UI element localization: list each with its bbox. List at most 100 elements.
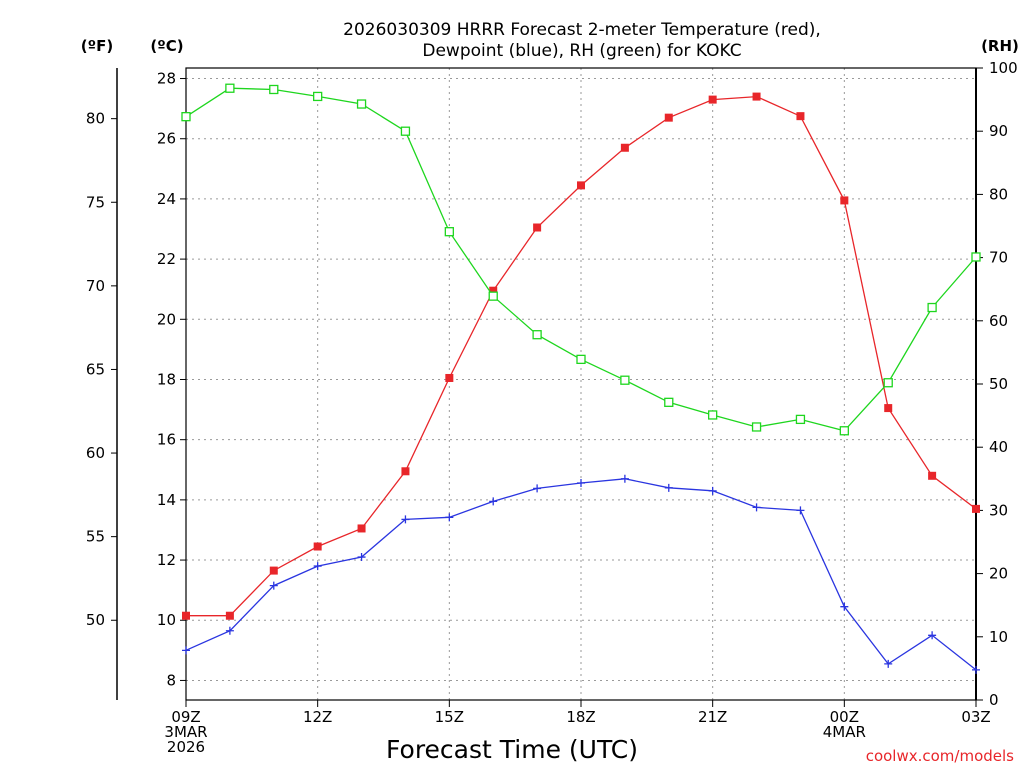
- rh-point: [883, 378, 893, 388]
- rh-tick-label: 70: [989, 249, 1008, 267]
- 2-meter-temperature-point: [313, 542, 322, 551]
- 2-meter-temperature-point: [357, 524, 366, 533]
- rh-point: [971, 252, 981, 262]
- dewpoint-point: [796, 506, 805, 515]
- x-tick-label: 12Z: [303, 708, 332, 726]
- 2-meter-temperature-point: [445, 373, 454, 382]
- rh-point: [839, 426, 849, 436]
- rh-tick-label: 10: [989, 628, 1008, 646]
- 2-meter-temperature-point: [269, 566, 278, 575]
- plot-gridlines: [186, 68, 976, 700]
- x-tick-label: 3MAR: [164, 723, 207, 741]
- rh-point: [400, 126, 411, 136]
- rh-point: [181, 112, 191, 122]
- rh-point: [269, 84, 279, 95]
- dewpoint-point: [577, 479, 585, 488]
- rh-point: [927, 302, 937, 313]
- rh-tick-label: 30: [989, 501, 1008, 519]
- dewpoint-point: [445, 513, 454, 522]
- dewpoint-point: [928, 631, 937, 640]
- celsius-tick-label: 8: [166, 671, 176, 689]
- 2-meter-temperature-point: [401, 467, 410, 476]
- rh-tick-label: 40: [989, 438, 1008, 456]
- x-tick-label: 18Z: [566, 708, 595, 726]
- fahrenheit-tick-label: 55: [86, 528, 105, 546]
- x-tick-label: 00Z: [830, 708, 859, 726]
- chart-title-line-1: 2026030309 HRRR Forecast 2-meter Tempera…: [343, 20, 821, 40]
- data-series: [181, 83, 981, 674]
- dewpoint-point: [620, 474, 629, 483]
- dewpoint-point: [533, 484, 542, 493]
- rh-point: [576, 354, 586, 365]
- 2-meter-temperature-point: [972, 504, 980, 513]
- celsius-tick-label: 24: [157, 190, 176, 208]
- rh-point: [444, 227, 454, 237]
- 2-meter-temperature-point: [928, 471, 937, 480]
- rh-unit-label: (RH): [981, 37, 1019, 55]
- chart-title-line-2: Dewpoint (blue), RH (green) for KOKC: [422, 41, 741, 61]
- rh-tick-label: 100: [989, 59, 1018, 77]
- dewpoint-point: [401, 515, 410, 524]
- rh-point: [751, 422, 762, 432]
- dewpoint-point: [708, 486, 717, 495]
- axis-ticks-and-labels: 8 10 12 14 16 18 20 22 24 26 28 50 55 60 65 70 75 80 0 10 20…: [86, 59, 1018, 756]
- 2-meter-temperature-point: [708, 95, 717, 104]
- fahrenheit-tick-label: 75: [86, 193, 105, 211]
- 2-meter-temperature-point: [884, 404, 893, 413]
- rh-point: [356, 99, 367, 109]
- x-tick-label: 4MAR: [823, 723, 866, 741]
- dewpoint-point: [489, 497, 498, 506]
- fahrenheit-tick-label: 60: [86, 444, 105, 462]
- rh-point: [225, 83, 235, 93]
- rh-series-line: [185, 87, 977, 432]
- 2-meter-temperature-point: [489, 286, 498, 295]
- x-tick-label: 2026: [167, 738, 205, 756]
- dewpoint-point: [182, 646, 190, 655]
- dewpoint-point: [884, 659, 893, 668]
- rh-point: [664, 397, 674, 407]
- x-tick-label: 09Z: [171, 708, 200, 726]
- dewpoint-point: [313, 562, 322, 571]
- fahrenheit-tick-label: 65: [86, 360, 105, 378]
- 2-meter-temperature-point: [620, 143, 629, 152]
- celsius-tick-label: 28: [157, 70, 176, 88]
- 2-meter-temperature-point: [225, 611, 234, 620]
- rh-tick-label: 20: [989, 565, 1008, 583]
- rh-point: [795, 414, 806, 425]
- x-axis-title: Forecast Time (UTC): [386, 735, 638, 764]
- rh-point: [313, 91, 323, 102]
- 2-meter-temperature-point: [664, 113, 673, 122]
- 2-meter-temperature-point: [840, 196, 849, 205]
- 2-meter-temperature-point: [182, 611, 190, 620]
- 2-meter-temperature-point: [577, 181, 585, 190]
- rh-point: [488, 291, 498, 301]
- dewpoint-point: [664, 483, 673, 492]
- rh-tick-label: 0: [989, 691, 999, 709]
- 2-meter-temperature-point: [752, 92, 761, 101]
- rh-tick-label: 80: [989, 185, 1008, 203]
- x-tick-label: 21Z: [698, 708, 727, 726]
- rh-tick-label: 60: [989, 312, 1008, 330]
- rh-point: [620, 375, 630, 385]
- celsius-tick-label: 26: [157, 130, 176, 148]
- rh-point: [708, 410, 718, 420]
- rh-point: [532, 330, 542, 340]
- celsius-unit-label: (ºC): [150, 37, 183, 55]
- dewpoint-point: [752, 503, 761, 512]
- fahrenheit-tick-label: 80: [86, 110, 105, 128]
- celsius-tick-label: 22: [157, 250, 176, 268]
- rh-tick-label: 50: [989, 375, 1008, 393]
- dewpoint-point: [840, 602, 849, 611]
- dewpoint-point: [357, 553, 366, 562]
- celsius-tick-label: 18: [157, 370, 176, 388]
- x-tick-label: 03Z: [961, 708, 990, 726]
- dewpoint-point: [269, 581, 278, 590]
- x-tick-label: 15Z: [435, 708, 464, 726]
- 2-meter-temperature-point: [796, 112, 805, 121]
- dewpoint-point: [972, 665, 980, 674]
- celsius-tick-label: 12: [157, 551, 176, 569]
- 2-meter-temperature-point: [533, 223, 542, 232]
- fahrenheit-tick-label: 50: [86, 611, 105, 629]
- celsius-tick-label: 14: [157, 491, 176, 509]
